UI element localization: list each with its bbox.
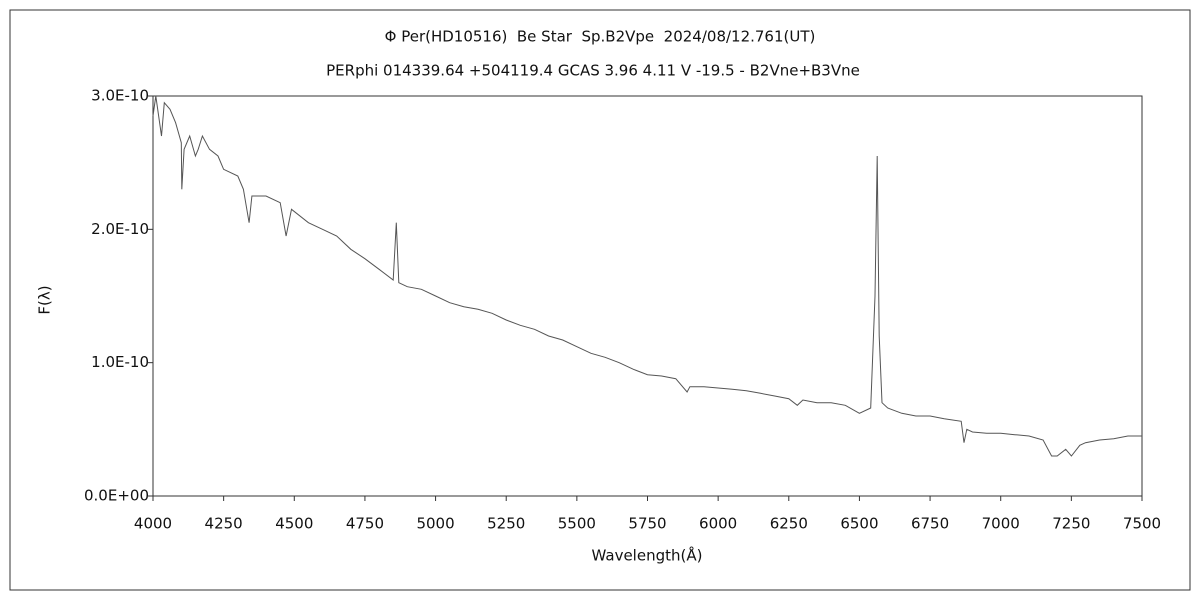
x-tick-label: 4750 bbox=[346, 515, 384, 533]
x-tick-label: 5250 bbox=[487, 515, 525, 533]
chart-title: Φ Per(HD10516) Be Star Sp.B2Vpe 2024/08/… bbox=[385, 28, 816, 46]
x-tick-label: 6500 bbox=[840, 515, 878, 533]
x-tick-label: 7500 bbox=[1123, 515, 1161, 533]
x-tick-label: 6000 bbox=[699, 515, 737, 533]
x-tick-label: 7250 bbox=[1052, 515, 1090, 533]
x-tick-label: 5750 bbox=[628, 515, 666, 533]
chart-subtitle: PERphi 014339.64 +504119.4 GCAS 3.96 4.1… bbox=[326, 62, 860, 80]
x-tick-label: 5500 bbox=[558, 515, 596, 533]
x-tick-label: 4500 bbox=[275, 515, 313, 533]
y-tick-label: 1.0E-10 bbox=[91, 353, 149, 371]
x-tick-label: 7000 bbox=[982, 515, 1020, 533]
y-tick-label: 3.0E-10 bbox=[91, 87, 149, 105]
y-tick-label: 0.0E+00 bbox=[84, 487, 149, 505]
x-tick-label: 6250 bbox=[770, 515, 808, 533]
y-tick-label: 2.0E-10 bbox=[91, 220, 149, 238]
x-axis-label: Wavelength(Å) bbox=[592, 546, 703, 565]
y-axis-label: F(λ) bbox=[36, 285, 54, 314]
x-tick-label: 5000 bbox=[416, 515, 454, 533]
x-tick-label: 4000 bbox=[134, 515, 172, 533]
x-tick-label: 6750 bbox=[911, 515, 949, 533]
x-tick-label: 4250 bbox=[205, 515, 243, 533]
spectrum-line bbox=[152, 95, 1142, 457]
frame bbox=[9, 9, 1191, 591]
